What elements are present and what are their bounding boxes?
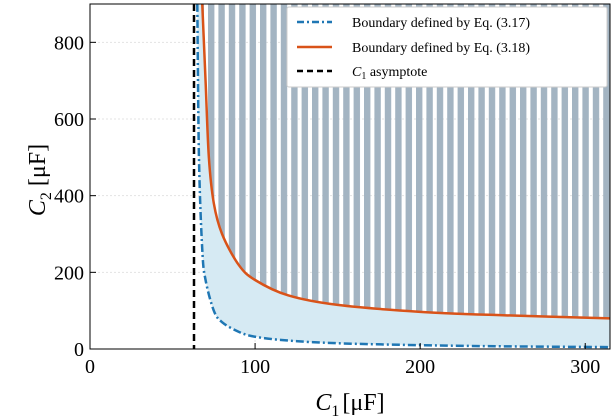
y-tick-label: 200 — [54, 262, 84, 284]
x-axis-label: C1 [μF] — [315, 390, 384, 420]
x-tick-label: 300 — [570, 356, 600, 378]
legend-box — [286, 6, 608, 88]
x-axis-ticks: 0 100 200 300 — [85, 343, 600, 378]
series-line-eq-3-17 — [196, 4, 610, 349]
legend-label-eq-3-18: Boundary defined by Eq. (3.18) — [352, 41, 530, 56]
x-tick-label: 200 — [405, 356, 435, 378]
y-tick-label: 0 — [74, 339, 84, 361]
series-line-eq-3-18 — [201, 4, 610, 320]
legend-label-eq-3-17: Boundary defined by Eq. (3.17) — [352, 16, 530, 31]
plot-frame — [89, 3, 611, 350]
legend: Boundary defined by Eq. (3.17) Boundary … — [286, 6, 608, 88]
y-tick-label: 600 — [54, 109, 84, 131]
legend-label-asymptote: C1 asymptote — [352, 65, 427, 82]
y-tick-label: 800 — [54, 32, 84, 54]
x-tick-label: 0 — [85, 356, 95, 378]
x-tick-label: 100 — [240, 356, 270, 378]
y-axis-ticks: 0 200 400 600 800 — [54, 32, 96, 361]
y-axis-label: C2[μF] — [25, 144, 55, 216]
shaded-region — [197, 4, 610, 348]
y-tick-label: 400 — [54, 186, 84, 208]
